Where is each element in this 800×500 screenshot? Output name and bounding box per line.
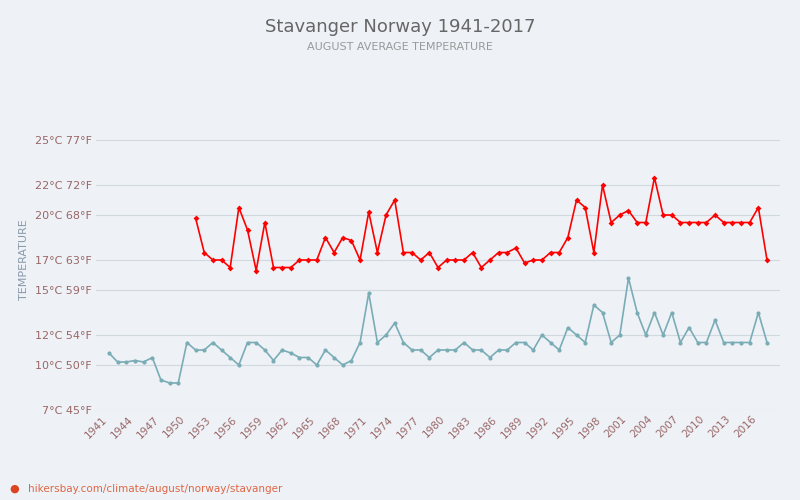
- DAY: [251, 268, 261, 274]
- DAY: [727, 220, 737, 226]
- DAY: [190, 215, 200, 221]
- NIGHT: [165, 380, 174, 386]
- DAY: [632, 220, 642, 226]
- Line: DAY: DAY: [194, 176, 769, 272]
- Text: ●: ●: [10, 484, 23, 494]
- NIGHT: [330, 354, 339, 360]
- Text: hikersbay.com/climate/august/norway/stavanger: hikersbay.com/climate/august/norway/stav…: [28, 484, 282, 494]
- NIGHT: [398, 340, 408, 345]
- DAY: [762, 257, 772, 263]
- NIGHT: [762, 340, 772, 345]
- Text: Stavanger Norway 1941-2017: Stavanger Norway 1941-2017: [265, 18, 535, 36]
- NIGHT: [382, 332, 391, 338]
- DAY: [234, 204, 244, 210]
- NIGHT: [242, 340, 252, 345]
- DAY: [269, 264, 278, 270]
- Text: AUGUST AVERAGE TEMPERATURE: AUGUST AVERAGE TEMPERATURE: [307, 42, 493, 52]
- DAY: [650, 174, 659, 180]
- Y-axis label: TEMPERATURE: TEMPERATURE: [19, 220, 29, 300]
- DAY: [434, 264, 443, 270]
- NIGHT: [338, 362, 347, 368]
- Line: NIGHT: NIGHT: [107, 276, 769, 385]
- NIGHT: [624, 275, 634, 281]
- NIGHT: [104, 350, 114, 356]
- DAY: [459, 257, 469, 263]
- NIGHT: [477, 347, 486, 353]
